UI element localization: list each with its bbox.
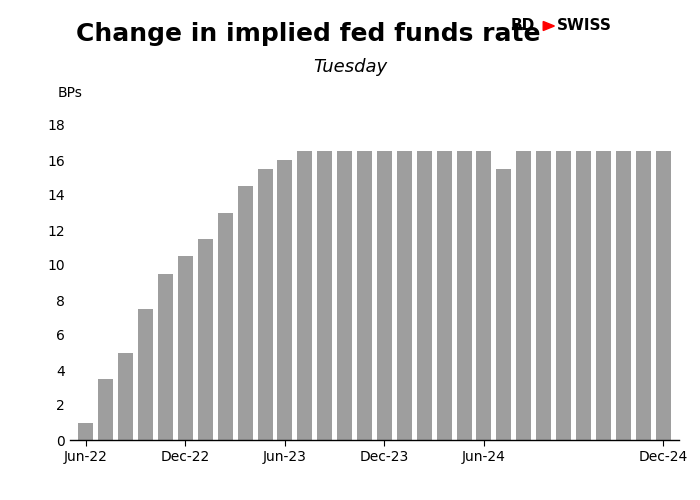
Bar <box>416 151 432 440</box>
Bar <box>337 151 352 440</box>
Bar <box>198 239 213 440</box>
Bar <box>397 151 412 440</box>
Bar <box>576 151 591 440</box>
Bar <box>99 379 113 440</box>
Bar <box>377 151 392 440</box>
Bar <box>616 151 631 440</box>
Bar <box>477 151 491 440</box>
Text: Tuesday: Tuesday <box>313 58 387 76</box>
Bar <box>218 212 232 440</box>
Bar <box>437 151 452 440</box>
Text: SWISS: SWISS <box>556 18 611 32</box>
Text: Change in implied fed funds rate: Change in implied fed funds rate <box>76 22 540 46</box>
Bar <box>118 352 133 440</box>
Text: BD: BD <box>511 18 536 32</box>
Bar <box>298 151 312 440</box>
Bar <box>496 169 511 440</box>
Bar <box>357 151 372 440</box>
Bar <box>78 422 93 440</box>
Bar <box>636 151 650 440</box>
Bar <box>536 151 551 440</box>
Bar <box>178 256 193 440</box>
Bar <box>317 151 332 440</box>
Bar <box>238 186 253 440</box>
Bar <box>656 151 671 440</box>
Bar <box>258 169 272 440</box>
Bar <box>456 151 472 440</box>
Text: BPs: BPs <box>58 86 83 100</box>
Bar <box>158 274 173 440</box>
Bar <box>556 151 571 440</box>
Bar <box>277 160 293 440</box>
Bar <box>596 151 611 440</box>
Bar <box>138 308 153 440</box>
Bar <box>517 151 531 440</box>
